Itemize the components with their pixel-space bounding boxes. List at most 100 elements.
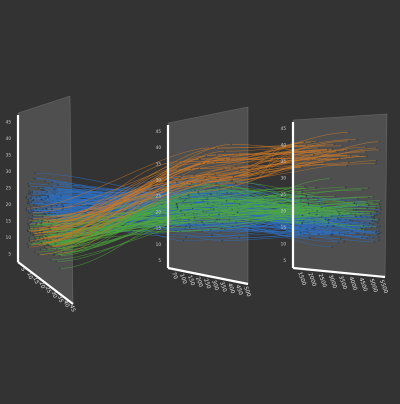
axis-1-tick-label: 20 <box>38 281 46 290</box>
axis-3-tick-label: 4000 <box>347 276 358 292</box>
data-point <box>49 259 52 261</box>
data-point <box>336 151 339 153</box>
data-point <box>31 212 33 214</box>
data-point <box>44 180 46 183</box>
data-point <box>33 240 35 242</box>
axis-2-tick-label: 400 <box>226 283 235 295</box>
data-point <box>373 214 376 217</box>
axis-1-value-label: 10 <box>6 235 12 240</box>
data-point <box>380 231 382 234</box>
data-point <box>354 215 357 218</box>
data-point <box>43 189 46 191</box>
data-point <box>47 195 49 197</box>
data-point <box>307 203 310 206</box>
data-point <box>311 141 313 144</box>
data-point <box>182 239 185 242</box>
data-point <box>27 200 30 203</box>
data-point <box>337 241 340 243</box>
data-point <box>39 248 42 251</box>
data-point <box>377 236 380 238</box>
data-point <box>191 207 194 210</box>
data-point <box>32 177 35 179</box>
axis-2-tick-label: 450 <box>234 284 243 296</box>
axis-3-value-label: 5 <box>283 258 286 263</box>
data-point <box>44 213 46 216</box>
axis-1-tick-label: 35 <box>56 295 64 304</box>
data-point <box>39 235 41 238</box>
data-point <box>357 233 360 235</box>
data-point <box>221 222 224 225</box>
data-point <box>35 207 38 210</box>
data-point <box>363 233 366 235</box>
data-point <box>37 228 40 230</box>
axis-2-value-label: 5 <box>158 258 161 263</box>
data-point <box>62 251 65 253</box>
axis-1-tick-label: 30 <box>50 290 58 299</box>
axis-2-value-label: 40 <box>156 145 162 150</box>
data-point <box>203 223 205 226</box>
data-point <box>210 193 213 196</box>
axis-3-tick-label: 2500 <box>317 273 328 289</box>
data-point <box>40 219 43 222</box>
data-point <box>43 238 45 241</box>
data-point <box>31 192 34 194</box>
axis-3-tick-label: 3000 <box>327 274 338 290</box>
data-point <box>301 221 304 223</box>
data-point <box>216 218 218 220</box>
data-point <box>366 202 368 205</box>
axis-3-tick-label: 5500 <box>378 279 389 295</box>
data-point <box>32 234 34 237</box>
data-point <box>204 177 207 179</box>
data-point <box>339 212 341 215</box>
data-point <box>209 229 212 231</box>
data-point <box>349 219 351 222</box>
data-point <box>312 196 315 199</box>
data-point <box>331 246 333 248</box>
data-point <box>54 193 56 195</box>
data-point <box>41 189 44 191</box>
data-point <box>347 149 350 151</box>
data-point <box>30 210 33 212</box>
data-point <box>317 147 320 149</box>
data-point <box>27 219 29 222</box>
data-point <box>56 232 59 234</box>
data-point <box>307 202 309 205</box>
data-point <box>302 220 305 222</box>
data-point <box>36 214 39 216</box>
data-point <box>33 204 35 206</box>
data-point <box>201 181 203 183</box>
data-point <box>365 151 367 153</box>
data-point <box>320 215 323 217</box>
data-point <box>27 198 30 201</box>
series-line-2 <box>45 200 305 237</box>
data-point <box>189 226 191 228</box>
data-point <box>46 208 48 210</box>
data-point <box>185 236 187 238</box>
data-point <box>305 194 307 196</box>
data-point <box>35 238 37 240</box>
data-point <box>315 213 318 216</box>
axis-1-tick-label: 5 <box>19 267 26 273</box>
data-point <box>376 221 379 224</box>
data-point <box>361 236 364 239</box>
axis-1-tick-label: 10 <box>25 272 33 281</box>
data-point <box>58 254 61 257</box>
data-point <box>184 199 186 201</box>
data-point <box>193 216 196 219</box>
data-point <box>299 231 302 234</box>
data-point <box>30 220 33 223</box>
data-point <box>376 211 378 213</box>
axis-3-tick-label: 2000 <box>306 272 317 288</box>
data-point <box>34 172 36 174</box>
data-point <box>30 242 33 244</box>
data-point <box>236 211 239 214</box>
data-point <box>238 168 241 171</box>
data-point <box>27 230 29 232</box>
series-line-3 <box>26 145 343 209</box>
data-point <box>305 144 308 146</box>
data-point <box>221 239 224 242</box>
data-point <box>48 183 50 185</box>
data-point <box>29 212 32 214</box>
data-point <box>198 158 200 160</box>
data-point <box>34 251 36 253</box>
